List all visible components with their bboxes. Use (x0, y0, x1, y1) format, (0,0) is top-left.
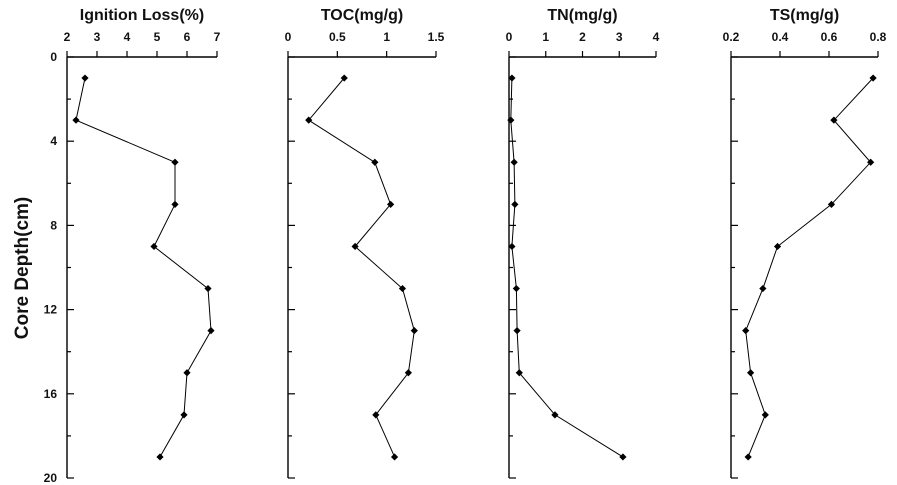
data-point (742, 327, 750, 335)
data-point (351, 242, 359, 251)
panel-title: TOC(mg/g) (321, 7, 403, 24)
x-tick-label: 3 (616, 30, 623, 44)
y-tick-label: 12 (44, 303, 58, 317)
x-tick-label: 6 (184, 30, 191, 44)
data-point (508, 242, 516, 251)
data-point (156, 453, 164, 461)
series-line (307, 77, 415, 458)
y-tick-label: 8 (50, 218, 57, 232)
y-tick-label: 4 (50, 134, 57, 148)
data-point (510, 158, 518, 166)
data-point (180, 411, 188, 419)
panel-3: TN(mg/g) 0 1 2 3 4 (506, 7, 660, 479)
y-tick-label: 0 (50, 50, 57, 64)
panel-title: Ignition Loss(%) (80, 7, 204, 24)
data-point (513, 327, 521, 335)
x-tick-label: 0.2 (723, 30, 740, 44)
data-point (398, 284, 407, 293)
y-tick-label: 20 (44, 471, 58, 485)
x-tick-label: 0 (506, 30, 513, 44)
x-tick-label: 0 (285, 30, 292, 44)
data-point (773, 242, 782, 251)
panel-title: TN(mg/g) (547, 7, 617, 24)
data-point (371, 158, 379, 166)
x-tick-label: 5 (154, 30, 161, 44)
data-point (340, 74, 348, 82)
series-line (510, 77, 624, 458)
data-point (171, 200, 179, 208)
x-tick-label: 0.8 (870, 30, 887, 44)
data-point (72, 116, 80, 124)
data-point (867, 158, 875, 166)
data-point (515, 369, 523, 377)
data-point (551, 411, 559, 419)
data-point (204, 284, 212, 293)
data-point (619, 453, 627, 461)
y-tick-label: 16 (44, 387, 58, 401)
data-point (390, 453, 399, 461)
data-point (830, 116, 838, 124)
data-point (305, 116, 313, 124)
x-tick-label: 2 (64, 30, 71, 44)
series-line (745, 77, 874, 458)
data-point (759, 284, 767, 293)
data-point (761, 411, 769, 419)
data-point (404, 369, 412, 377)
data-point (183, 369, 191, 377)
panel-4: TS(mg/g) 0.2 0.4 0.6 0.8 (723, 7, 887, 479)
x-tick-label: 0.6 (821, 30, 838, 44)
x-tick-label: 3 (94, 30, 101, 44)
data-point (150, 242, 158, 251)
data-point (207, 327, 215, 335)
data-point (744, 453, 752, 461)
data-point (81, 74, 89, 82)
data-point (747, 369, 755, 377)
panel-1: Ignition Loss(%) 2 3 4 5 6 7 (64, 7, 221, 479)
data-point (869, 74, 877, 82)
x-tick-label: 4 (124, 30, 131, 44)
series-line (75, 77, 212, 458)
data-point (372, 411, 380, 419)
x-tick-label: 4 (653, 30, 660, 44)
data-point (387, 200, 395, 208)
data-point (511, 200, 519, 208)
x-tick-label: 0.4 (772, 30, 789, 44)
x-tick-label: 7 (214, 30, 221, 44)
data-point (508, 74, 516, 82)
x-tick-label: 0.5 (329, 30, 346, 44)
x-tick-label: 2 (579, 30, 586, 44)
data-point (512, 284, 520, 293)
data-point (171, 158, 179, 166)
data-point (827, 200, 836, 208)
data-point (410, 327, 418, 335)
x-tick-label: 1 (542, 30, 549, 44)
x-tick-label: 1.5 (428, 30, 445, 44)
data-point (507, 116, 515, 124)
panel-2: TOC(mg/g) 0 0.5 1 1.5 (285, 7, 445, 479)
y-axis-title: Core Depth(cm) (12, 197, 33, 340)
panel-title: TS(mg/g) (770, 7, 839, 24)
x-tick-label: 1 (383, 30, 390, 44)
